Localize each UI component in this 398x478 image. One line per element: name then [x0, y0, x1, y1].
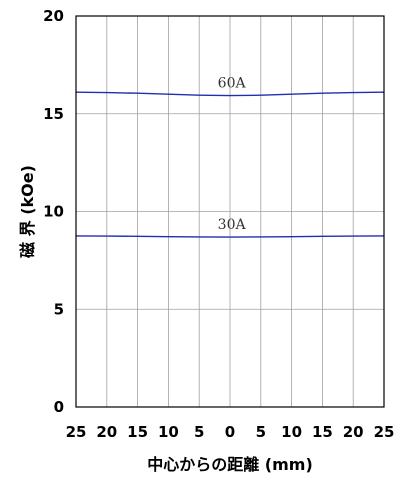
y-tick-label: 15 — [43, 105, 64, 123]
y-tick-label: 0 — [54, 398, 64, 416]
series-line-30A — [75, 235, 385, 238]
plot-frame — [75, 15, 385, 408]
series-labels: 60A 30A — [218, 76, 247, 234]
x-tick-label: 10 — [281, 423, 302, 441]
y-tick-label: 20 — [43, 7, 64, 25]
x-tick-label: 15 — [127, 423, 148, 441]
series-label-30A: 30A — [218, 217, 247, 233]
series-line-60A — [75, 91, 385, 97]
x-tick-label: 15 — [312, 423, 333, 441]
y-axis-title: 磁 界 (kOe) — [18, 165, 37, 258]
x-tick-label: 20 — [96, 423, 117, 441]
x-tick-label: 25 — [66, 423, 87, 441]
y-tick-label: 5 — [54, 300, 64, 318]
x-tick-label: 20 — [343, 423, 364, 441]
x-tick-label: 5 — [194, 423, 204, 441]
x-tick-label: 0 — [225, 423, 235, 441]
x-axis-title: 中心からの距離 (mm) — [147, 455, 313, 474]
y-tick-label: 10 — [43, 203, 64, 221]
x-tick-label: 25 — [374, 423, 395, 441]
x-tick-label: 10 — [158, 423, 179, 441]
series-layer — [75, 91, 385, 238]
series-label-60A: 60A — [218, 76, 247, 92]
grid — [76, 16, 384, 407]
x-tick-label: 5 — [256, 423, 266, 441]
y-tick-labels: 0 5 10 15 20 — [43, 7, 64, 416]
x-tick-labels: 25 20 15 10 5 0 5 10 15 20 25 — [66, 423, 395, 441]
